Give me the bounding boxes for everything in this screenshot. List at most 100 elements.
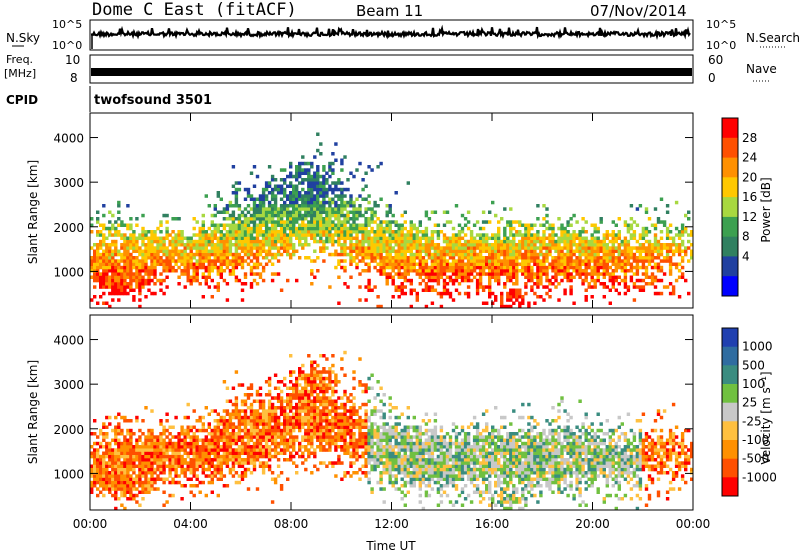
echo-cell [602,239,606,244]
echo-cell [204,246,208,250]
echo-cell [210,409,214,413]
echo-cell [252,451,257,455]
echo-cell [533,256,537,260]
echo-cell [599,243,603,247]
echo-cell [662,246,667,250]
echo-cell [258,406,263,410]
echo-cell [117,445,121,449]
echo-cell [132,432,136,436]
echo-cell [270,435,275,439]
echo-cell [264,230,269,234]
echo-cell [295,393,299,397]
echo-cell [478,246,483,250]
echo-cell [292,419,296,423]
echo-cell [138,275,142,279]
echo-cell [99,441,103,446]
echo-cell [159,282,163,286]
echo-cell [246,435,251,439]
echo-cell [478,226,483,231]
echo-cell [114,239,118,244]
echo-cell [159,467,163,472]
echo-cell [225,298,230,302]
echo-cell [436,291,441,296]
echo-cell [301,415,305,420]
echo-cell [475,256,480,260]
echo-cell [491,200,495,205]
echo-cell [219,428,223,433]
echo-cell [478,265,483,270]
echo-cell [310,380,314,384]
echo-cell [289,409,293,413]
echo-cell [270,471,275,475]
echo-cell [186,259,190,263]
echo-cell [225,262,230,266]
echo-cell [234,204,239,208]
echo-cell [647,243,652,247]
echo-cell [545,213,549,218]
echo-cell [460,213,465,218]
echo-cell [659,249,664,253]
echo-cell [388,272,392,276]
echo-cell [240,435,245,439]
echo-cell [144,236,148,240]
echo-cell [222,415,227,420]
echo-cell [129,265,133,270]
echo-cell [222,438,227,442]
echo-cell [246,204,251,208]
echo-cell [394,272,398,276]
echo-cell [123,461,127,465]
nsearch-tick-bottom: 10^0 [706,39,736,52]
echo-cell [292,445,296,449]
echo-cell [210,438,214,442]
echo-cell [231,210,236,214]
echo-cell [264,380,269,384]
echo-cell [343,223,347,227]
echo-cell [231,230,236,234]
echo-cell [234,425,239,429]
echo-cell [273,441,278,446]
echo-cell [340,249,344,253]
echo-cell [144,467,148,472]
echo-cell [346,230,350,234]
echo-cell [370,256,374,260]
echo-cell [599,239,603,244]
echo-cell [530,272,534,276]
echo-cell [135,438,139,442]
echo-cell [623,259,628,263]
echo-cell [186,451,190,455]
echo-cell [243,207,248,211]
echo-cell [270,204,275,208]
echo-cell [279,220,284,224]
echo-cell [295,435,299,439]
echo-cell [286,425,290,429]
echo-cell [295,178,299,182]
echo-cell [500,298,504,302]
echo-cell [590,295,594,299]
echo-cell [376,262,380,266]
echo-cell [267,252,272,257]
echo-cell [304,217,308,221]
echo-cell [222,207,227,211]
echo-cell [99,484,103,488]
echo-cell [156,435,160,439]
echo-cell [331,200,335,205]
echo-cell [213,249,217,253]
echo-cell [370,217,374,221]
echo-cell [485,301,489,305]
echo-cell [102,461,106,465]
echo-cell [418,252,422,257]
echo-cell [213,441,217,446]
echo-cell [316,197,320,201]
echo-cell [313,275,317,279]
echo-cell [283,448,287,452]
echo-cell [391,295,395,299]
echo-cell [258,386,263,390]
echo-cell [687,239,691,244]
echo-cell [548,236,552,240]
echo-cell [246,458,251,462]
echo-cell [668,259,673,263]
echo-cell [219,477,223,481]
echo-cell [457,265,462,270]
echo-cell [328,236,332,240]
echo-cell [231,425,236,429]
